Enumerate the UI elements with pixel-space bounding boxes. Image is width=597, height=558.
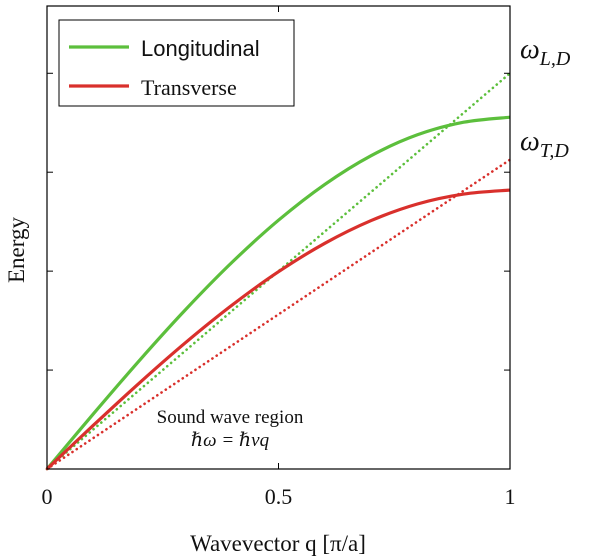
y-axis-label: Energy (4, 217, 29, 284)
omega-longitudinal-symbol: ω (520, 34, 540, 65)
ticks-layer: 0 0.5 1 (42, 6, 516, 509)
omega-transverse-subscript: T,D (540, 140, 570, 162)
legend: Longitudinal Transverse (58, 19, 295, 107)
omega-transverse-symbol: ω (520, 126, 540, 157)
series-layer (45, 71, 512, 471)
x-tick-label: 1 (505, 484, 516, 509)
series-transverse-asymptote-line (45, 158, 512, 471)
omega-longitudinal-label: ωL,D (520, 34, 571, 70)
series-longitudinal-asymptote-line (45, 71, 512, 471)
series-longitudinal-line (45, 115, 511, 471)
legend-label-transverse: Transverse (141, 75, 237, 100)
region-formula: ℏω = ℏvq (191, 430, 270, 451)
region-label: Sound wave region (157, 407, 304, 428)
legend-label-longitudinal: Longitudinal (141, 36, 260, 61)
x-tick-label: 0.5 (265, 484, 293, 509)
legend-box (58, 19, 295, 107)
omega-longitudinal-subscript: L,D (539, 48, 571, 70)
x-axis-label: Wavevector q [π/a] (190, 531, 366, 556)
omega-transverse-label: ωT,D (520, 126, 569, 162)
series-transverse-line (45, 188, 511, 471)
x-tick-label: 0 (42, 484, 53, 509)
